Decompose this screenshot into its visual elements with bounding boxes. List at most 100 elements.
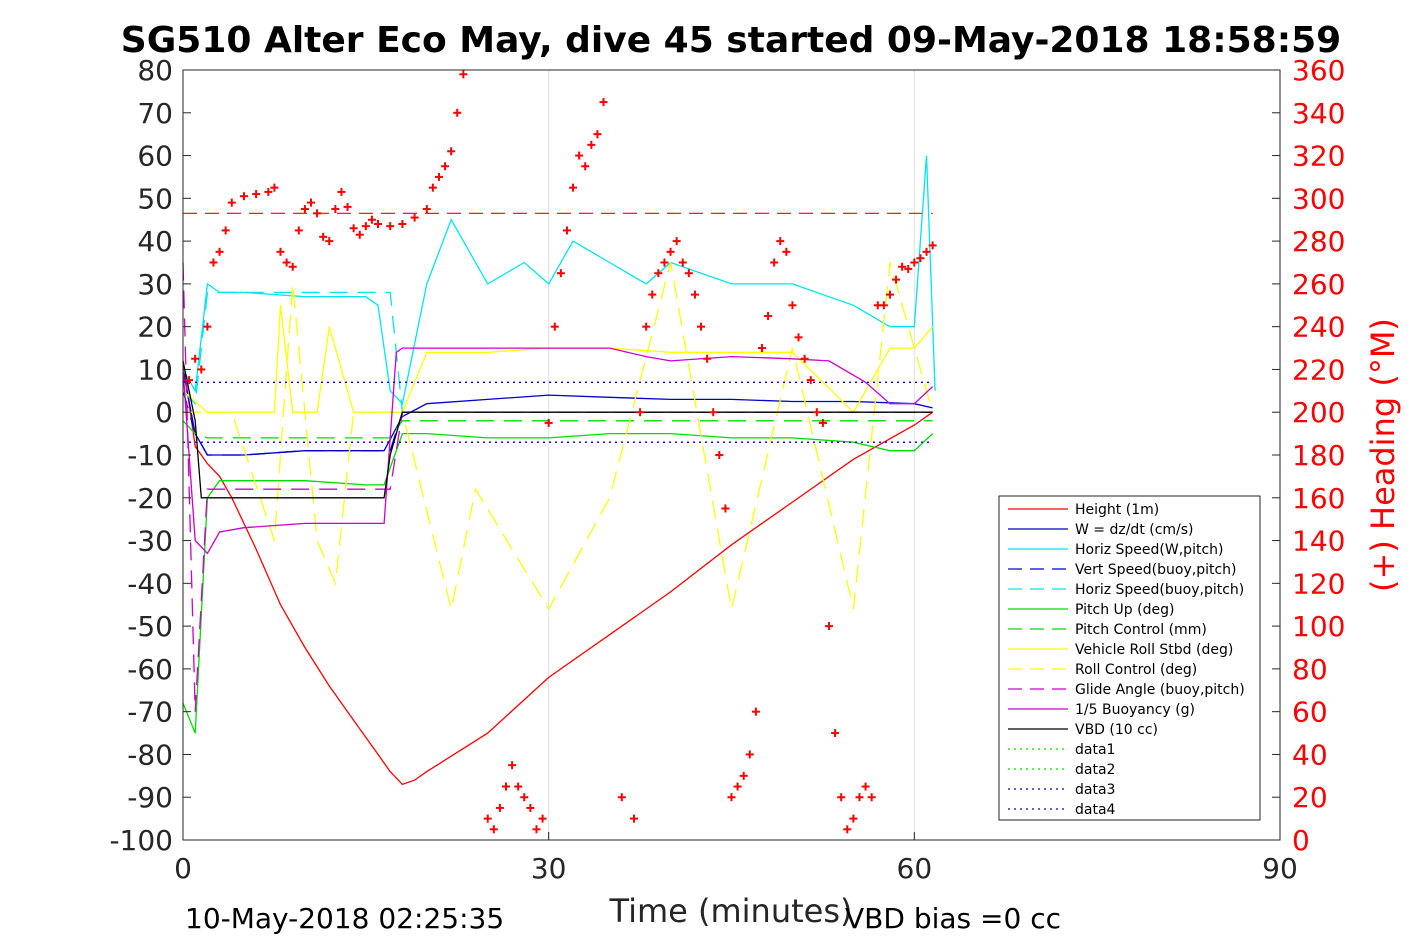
heading-marker-73 [690, 290, 699, 299]
heading-marker-76 [709, 408, 718, 417]
heading-marker-48 [526, 803, 535, 812]
heading-marker-51 [544, 418, 553, 427]
left-tick-label-18: -100 [109, 824, 173, 857]
heading-marker-22 [337, 187, 346, 196]
series-line-11 [182, 360, 933, 499]
heading-marker-89 [788, 301, 797, 310]
right-tick-label-7: 220 [1292, 353, 1345, 386]
heading-marker-74 [697, 322, 706, 331]
x-tick-label-0: 0 [174, 852, 192, 885]
right-tick-label-17: 20 [1292, 781, 1328, 814]
legend-label-5: Pitch Up (deg) [1075, 602, 1174, 618]
legend-label-2: Horiz Speed(W,pitch) [1075, 542, 1223, 558]
left-tick-label-5: 30 [137, 268, 173, 301]
legend-label-4: Horiz Speed(buoy,pitch) [1075, 582, 1244, 598]
heading-marker-88 [782, 247, 791, 256]
heading-marker-66 [648, 290, 657, 299]
heading-marker-104 [879, 301, 888, 310]
right-tick-label-6: 240 [1292, 311, 1345, 344]
left-tick-label-6: 20 [137, 311, 173, 344]
right-tick-label-16: 40 [1292, 738, 1328, 771]
left-tick-label-12: -40 [127, 567, 173, 600]
right-tick-label-12: 120 [1292, 567, 1345, 600]
heading-marker-8 [239, 192, 248, 201]
x-tick-label-2: 60 [897, 852, 933, 885]
heading-marker-20 [325, 237, 334, 246]
heading-marker-109 [910, 258, 919, 267]
heading-marker-62 [617, 793, 626, 802]
heading-marker-80 [733, 782, 742, 791]
right-tick-label-4: 280 [1292, 225, 1345, 258]
heading-marker-41 [483, 814, 492, 823]
heading-marker-91 [800, 354, 809, 363]
heading-marker-25 [355, 230, 364, 239]
heading-marker-15 [294, 226, 303, 235]
heading-marker-28 [374, 220, 383, 228]
left-tick-label-10: -20 [127, 482, 173, 515]
heading-marker-81 [739, 771, 748, 780]
chart-title: SG510 Alter Eco May, dive 45 started 09-… [121, 20, 1341, 61]
heading-marker-92 [806, 376, 815, 385]
right-tick-label-3: 300 [1292, 182, 1345, 215]
heading-marker-67 [654, 269, 663, 278]
heading-marker-112 [928, 241, 937, 250]
heading-marker-32 [422, 205, 431, 214]
left-tick-label-16: -80 [127, 738, 173, 771]
x-tick-label-3: 90 [1262, 852, 1298, 885]
left-tick-label-7: 10 [137, 353, 173, 386]
heading-marker-75 [703, 354, 712, 363]
heading-marker-86 [770, 258, 779, 267]
heading-marker-50 [538, 814, 547, 823]
heading-marker-23 [343, 202, 352, 211]
series-line-6 [182, 420, 933, 439]
left-tick-label-2: 60 [137, 140, 173, 173]
x-axis-label: Time (minutes) [609, 892, 853, 930]
heading-marker-43 [495, 803, 504, 812]
left-y-ticks: 80 70 60 50 40 30 20 10 0 -10 -20 -30 -40 -50 -60 -70 -8… [109, 54, 191, 857]
footer-timestamp: 10-May-2018 02:25:35 [185, 902, 504, 935]
heading-marker-17 [306, 198, 315, 207]
heading-marker-6 [221, 226, 230, 235]
heading-marker-95 [825, 622, 834, 631]
heading-marker-44 [502, 782, 511, 791]
right-y-ticks: 3603403203002802602402202001801601401201… [1272, 54, 1345, 857]
heading-marker-52 [550, 322, 559, 331]
left-tick-label-15: -70 [127, 696, 173, 729]
heading-marker-12 [276, 247, 285, 256]
heading-marker-11 [270, 183, 279, 192]
footer-vbd-bias: VBD bias =0 cc [845, 902, 1061, 935]
right-tick-label-0: 360 [1292, 54, 1345, 87]
heading-marker-84 [757, 344, 766, 353]
left-tick-label-13: -50 [127, 610, 173, 643]
heading-marker-77 [715, 451, 724, 459]
heading-marker-26 [361, 222, 370, 231]
heading-marker-105 [885, 290, 894, 299]
heading-marker-108 [904, 264, 913, 273]
heading-marker-56 [575, 151, 584, 160]
heading-marker-42 [489, 825, 498, 834]
left-tick-label-17: -90 [127, 781, 173, 814]
heading-marker-102 [867, 793, 876, 802]
heading-marker-111 [922, 247, 931, 256]
legend-label-3: Vert Speed(buoy,pitch) [1075, 562, 1237, 578]
heading-layer [185, 70, 937, 834]
right-tick-label-2: 320 [1292, 140, 1345, 173]
heading-marker-5 [215, 247, 224, 256]
legend-label-13: data2 [1075, 762, 1115, 778]
heading-marker-98 [843, 825, 852, 834]
heading-marker-36 [447, 147, 456, 156]
left-tick-label-8: 0 [155, 396, 173, 429]
heading-marker-65 [642, 322, 651, 331]
heading-marker-55 [569, 183, 578, 192]
heading-marker-54 [562, 226, 571, 235]
left-tick-label-3: 50 [137, 182, 173, 215]
left-tick-label-9: -10 [127, 439, 173, 472]
x-ticks: 0 30 60 90 [174, 832, 1298, 885]
heading-marker-46 [514, 782, 523, 791]
heading-marker-60 [599, 98, 608, 107]
grid-lines [548, 70, 915, 840]
left-tick-label-1: 70 [137, 97, 173, 130]
heading-marker-21 [331, 205, 340, 214]
right-tick-label-8: 200 [1292, 396, 1345, 429]
